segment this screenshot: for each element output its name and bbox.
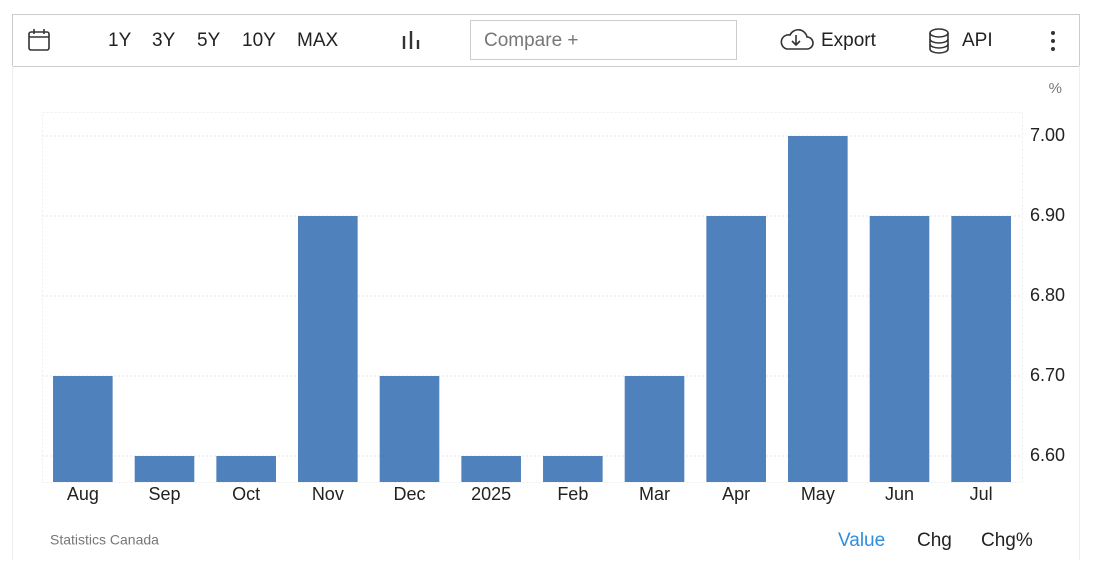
x-tick-label: Nov: [312, 484, 344, 504]
bar: [788, 136, 848, 482]
y-tick-label: 6.80: [1030, 285, 1065, 305]
bar: [216, 456, 276, 482]
bar: [298, 216, 358, 482]
x-tick-label: Sep: [148, 484, 180, 504]
api-icon[interactable]: [929, 28, 949, 54]
range-button[interactable]: 1Y: [108, 30, 132, 51]
compare-placeholder: Compare +: [484, 30, 579, 51]
x-tick-label: Dec: [393, 484, 425, 504]
bar: [869, 216, 930, 482]
y-tick-label: 6.60: [1030, 445, 1065, 465]
view-tab[interactable]: Chg: [917, 530, 952, 551]
x-tick-label: Apr: [722, 484, 750, 504]
bar: [134, 456, 195, 482]
view-tab[interactable]: Value: [838, 530, 885, 551]
range-button[interactable]: 5Y: [197, 30, 221, 51]
x-tick-label: 2025: [471, 484, 511, 504]
export-button[interactable]: Export: [821, 30, 877, 51]
y-unit: %: [1049, 80, 1062, 97]
bar: [461, 456, 521, 482]
export-icon[interactable]: [780, 29, 814, 50]
bar: [543, 456, 603, 482]
plot-frame: [42, 112, 1023, 483]
x-tick-label: Jun: [885, 484, 914, 504]
bar: [624, 376, 685, 482]
x-tick-label: Oct: [232, 484, 260, 504]
range-button[interactable]: MAX: [297, 30, 339, 51]
more-menu[interactable]: [1051, 31, 1055, 51]
x-tick-label: Feb: [557, 484, 588, 504]
source: Statistics Canada: [50, 532, 159, 548]
y-tick-label: 6.70: [1030, 365, 1065, 385]
y-tick-label: 6.90: [1030, 205, 1065, 225]
compare-input[interactable]: [470, 20, 737, 60]
x-tick-label: Jul: [970, 484, 993, 504]
calendar-button[interactable]: [28, 29, 50, 51]
view-tab[interactable]: Chg%: [981, 530, 1033, 551]
bar: [951, 216, 1011, 482]
range-button[interactable]: 10Y: [242, 30, 276, 51]
bar: [379, 376, 440, 482]
chart-type-button[interactable]: [402, 31, 420, 49]
bar: [53, 376, 113, 482]
x-tick-label: Aug: [67, 484, 99, 504]
x-tick-label: May: [801, 484, 835, 504]
bar: [706, 216, 766, 482]
api-button[interactable]: API: [962, 30, 993, 51]
range-button[interactable]: 3Y: [152, 30, 176, 51]
y-tick-label: 7.00: [1030, 125, 1065, 145]
x-tick-label: Mar: [639, 484, 670, 504]
